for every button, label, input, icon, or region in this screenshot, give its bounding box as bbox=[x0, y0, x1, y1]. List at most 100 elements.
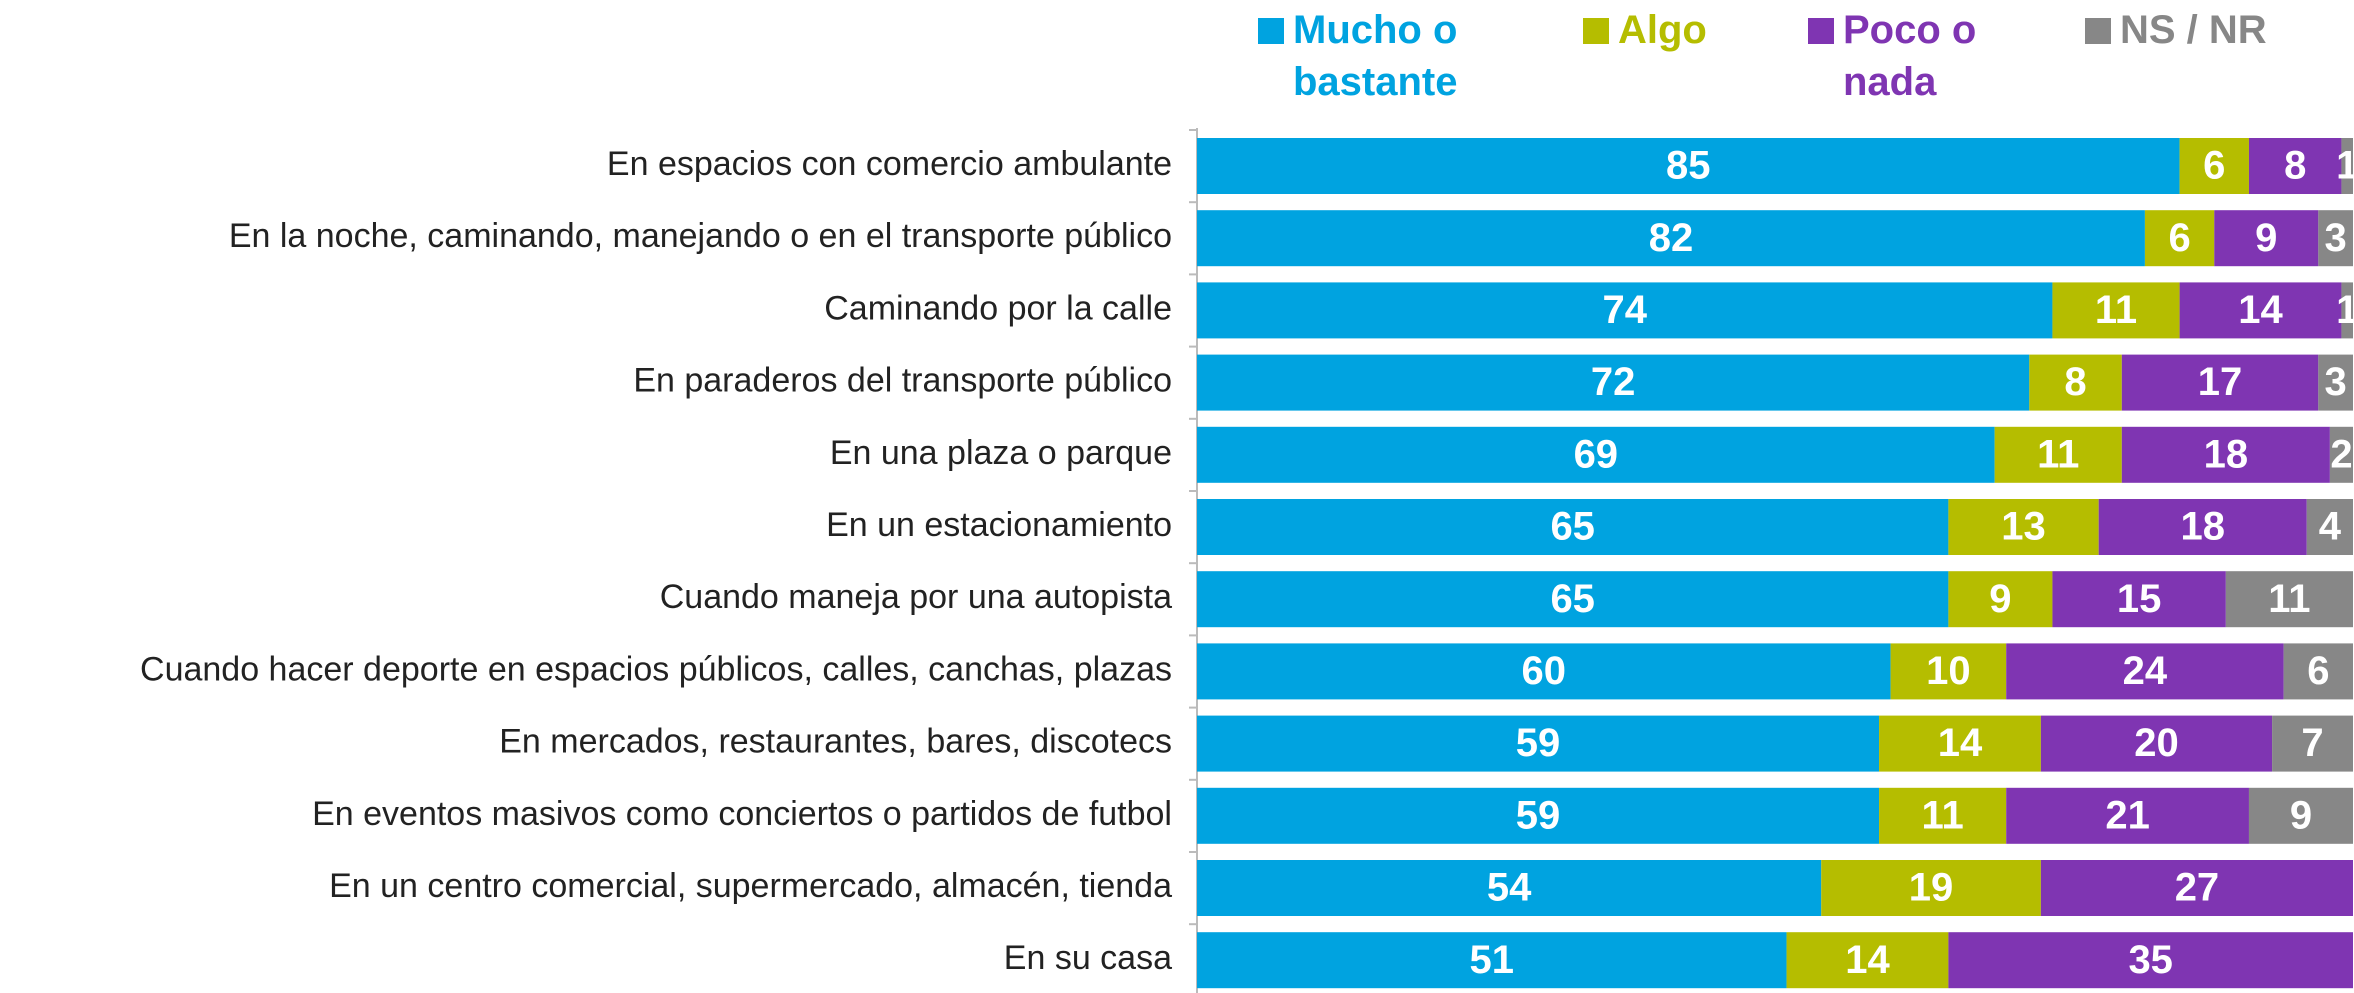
category-label: En su casa bbox=[1004, 939, 1172, 977]
bar-segment bbox=[1879, 715, 2041, 772]
category-label: En mercados, restaurantes, bares, discot… bbox=[499, 723, 1172, 761]
bar-segment bbox=[2225, 571, 2353, 628]
legend-swatch bbox=[1258, 18, 1284, 44]
data-label: 2 bbox=[2330, 432, 2352, 476]
bar-segment bbox=[2121, 354, 2319, 411]
bar-segment bbox=[1948, 571, 2053, 628]
data-label: 69 bbox=[1574, 432, 1619, 476]
data-label: 11 bbox=[2037, 432, 2079, 476]
legend-label: Algo bbox=[1618, 8, 1707, 52]
bar-segment bbox=[1948, 499, 2099, 555]
bar-segment bbox=[1821, 860, 2041, 916]
bar-segment bbox=[1994, 426, 2122, 483]
data-label: 14 bbox=[1845, 938, 1890, 982]
data-label: 24 bbox=[2123, 649, 2168, 693]
legend-swatch bbox=[1808, 18, 1834, 44]
data-label: 8 bbox=[2064, 360, 2086, 404]
bar-segment bbox=[2121, 426, 2330, 483]
category-label: Cuando maneja por una autopista bbox=[660, 578, 1172, 616]
data-label: 65 bbox=[1550, 577, 1595, 621]
bar-segment bbox=[2179, 282, 2342, 339]
data-label: 4 bbox=[2319, 505, 2342, 549]
data-label: 3 bbox=[2325, 360, 2347, 404]
category-label: En paraderos del transporte público bbox=[633, 362, 1172, 400]
bar-segment bbox=[2272, 715, 2353, 772]
data-label: 6 bbox=[2307, 649, 2329, 693]
bar-segment bbox=[1197, 426, 1995, 483]
legend-swatch bbox=[2085, 18, 2111, 44]
bar-segment bbox=[2341, 282, 2353, 339]
bar-segment bbox=[2040, 715, 2273, 772]
legend-swatch bbox=[1583, 18, 1609, 44]
bar-segment bbox=[1197, 787, 1880, 844]
data-label: 1 bbox=[2336, 144, 2354, 188]
bar-segment bbox=[1197, 643, 1891, 700]
category-label: En una plaza o parque bbox=[830, 434, 1172, 472]
bar-segment bbox=[1197, 210, 2145, 267]
category-label: Caminando por la calle bbox=[824, 289, 1172, 327]
bar-segment bbox=[2052, 571, 2226, 628]
data-label: 7 bbox=[2301, 721, 2323, 765]
data-label: 20 bbox=[2134, 721, 2179, 765]
data-label: 21 bbox=[2105, 793, 2150, 837]
category-label: En un centro comercial, supermercado, al… bbox=[329, 867, 1172, 905]
bar-segment bbox=[1197, 354, 2030, 411]
data-label: 27 bbox=[2175, 866, 2220, 910]
bar-segment bbox=[2040, 860, 2353, 916]
data-label: 14 bbox=[1938, 721, 1983, 765]
category-label: En eventos masivos como conciertos o par… bbox=[312, 795, 1172, 833]
bar-segment bbox=[1786, 932, 1949, 989]
data-label: 1 bbox=[2336, 288, 2354, 332]
data-label: 74 bbox=[1602, 288, 1647, 332]
data-label: 82 bbox=[1649, 216, 1694, 260]
bar-segment bbox=[2283, 643, 2353, 700]
data-label: 15 bbox=[2117, 577, 2162, 621]
data-label: 3 bbox=[2325, 216, 2347, 260]
data-label: 14 bbox=[2238, 288, 2283, 332]
bar-segment bbox=[1197, 499, 1949, 555]
bar-segment bbox=[2098, 499, 2307, 555]
data-label: 18 bbox=[2204, 432, 2249, 476]
bar-segment bbox=[2341, 138, 2353, 194]
category-label: En espacios con comercio ambulante bbox=[607, 145, 1172, 183]
bar-segment bbox=[1197, 860, 1822, 916]
bar-segment bbox=[1197, 715, 1880, 772]
bar-segment bbox=[2318, 354, 2353, 411]
category-label: En un estacionamiento bbox=[826, 506, 1172, 544]
data-label: 11 bbox=[1921, 793, 1963, 837]
data-label: 19 bbox=[1909, 866, 1954, 910]
data-label: 9 bbox=[2290, 793, 2312, 837]
bar-segment bbox=[1197, 571, 1949, 628]
bar-segment bbox=[2052, 282, 2180, 339]
bar-segment bbox=[2144, 210, 2215, 267]
category-label: Cuando hacer deporte en espacios público… bbox=[140, 650, 1172, 688]
bar-segment bbox=[2306, 499, 2353, 555]
bar-segment bbox=[2006, 643, 2284, 700]
data-label: 17 bbox=[2198, 360, 2243, 404]
legend-label: Mucho o bastante bbox=[1293, 8, 1458, 104]
data-label: 11 bbox=[2268, 577, 2310, 621]
data-label: 59 bbox=[1516, 721, 1561, 765]
data-label: 72 bbox=[1591, 360, 1636, 404]
bar-segment bbox=[1948, 932, 2353, 989]
bar-segment bbox=[1890, 643, 2007, 700]
data-label: 18 bbox=[2180, 505, 2225, 549]
data-label: 13 bbox=[2001, 505, 2046, 549]
data-label: 9 bbox=[2255, 216, 2277, 260]
bar-segment bbox=[2248, 138, 2342, 194]
bar-segment bbox=[2329, 426, 2353, 483]
bar-segment bbox=[2318, 210, 2353, 267]
data-label: 65 bbox=[1550, 505, 1595, 549]
bar-segment bbox=[1197, 282, 2053, 339]
data-label: 60 bbox=[1522, 649, 1567, 693]
bar-segment bbox=[1879, 787, 2007, 844]
data-label: 85 bbox=[1666, 144, 1711, 188]
bar-segment bbox=[1197, 138, 2180, 194]
category-label: En la noche, caminando, manejando o en e… bbox=[229, 217, 1172, 255]
data-label: 6 bbox=[2168, 216, 2190, 260]
data-label: 8 bbox=[2284, 144, 2306, 188]
bar-segment bbox=[1197, 932, 1787, 989]
data-label: 9 bbox=[1989, 577, 2011, 621]
